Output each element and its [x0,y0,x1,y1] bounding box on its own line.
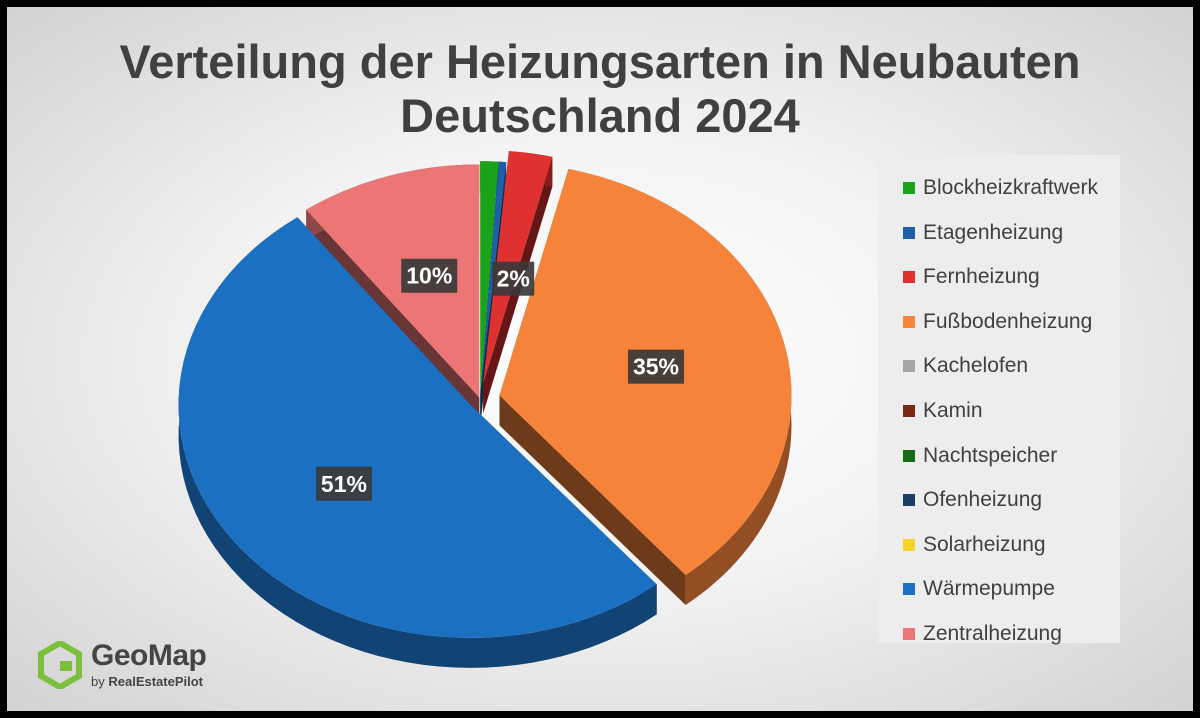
legend-swatch [903,494,915,507]
legend-swatch [903,271,915,284]
pie-chart: 2% 35% 51% 10% [178,151,792,668]
legend-item-fernheizung: Fernheizung [878,255,1040,299]
geomap-logo-text: GeoMap [91,639,207,672]
legend-label: Fußbodenheizung [923,309,1093,333]
chart-title: Verteilung der Heizungsarten in Neubaute… [7,35,1193,143]
legend-swatch [903,405,915,417]
geomap-logo-icon [38,641,82,689]
legend-label: Nachtspeicher [923,443,1058,467]
data-label-fernheizung: 2% [492,261,535,296]
legend-swatch [903,226,915,239]
svg-text:2%: 2% [497,266,530,292]
logo-company: RealEstatePilot [108,674,204,689]
chart-frame: Verteilung der Heizungsarten in Neubaute… [7,7,1193,711]
legend-label: Solarheizung [923,532,1046,556]
chart-title-line-2: Deutschland 2024 [400,89,800,142]
legend-label: Wärmepumpe [923,577,1055,601]
data-label-warmepumpe: 51% [315,466,372,501]
geomap-logo: GeoMap by RealEstatePilot [38,637,238,693]
legend-swatch [903,449,915,462]
legend-item-nachtspeicher: Nachtspeicher [878,434,1057,478]
legend-swatch [903,315,915,328]
logo-by: by [91,674,105,689]
legend-swatch [903,182,915,194]
legend-item-blockheizkraftwerk: Blockheizkraftwerk [878,166,1098,210]
chart-legend: Blockheizkraftwerk Etagenheizung Fernheizu… [878,155,1120,645]
svg-text:10%: 10% [406,263,452,289]
legend-item-warmepumpe: Wärmepumpe [878,567,1055,611]
svg-text:51%: 51% [321,471,367,497]
legend-label: Blockheizkraftwerk [923,176,1099,199]
legend-label: Fernheizung [923,265,1040,289]
legend-item-kamin: Kamin [878,389,983,433]
legend-label: Ofenheizung [923,488,1043,512]
svg-text:35%: 35% [633,354,679,380]
legend-swatch [903,360,915,373]
legend-label: Zentralheizung [923,622,1062,645]
data-label-zentralheizung: 10% [401,258,458,293]
legend-item-fussbodenheizung: Fußbodenheizung [878,300,1092,344]
legend-swatch [903,628,915,640]
pie-slice-warmepumpe [178,217,657,668]
legend-item-zentralheizung: Zentralheizung [878,612,1062,656]
legend-label: Kachelofen [923,354,1029,378]
legend-swatch [903,583,915,596]
legend-item-solarheizung: Solarheizung [878,523,1046,567]
legend-label: Etagenheizung [923,220,1064,244]
geomap-logo-subtitle: by RealEstatePilot [91,674,203,689]
legend-swatch [903,538,915,551]
legend-label: Kamin [923,399,983,422]
legend-item-kachelofen: Kachelofen [878,344,1028,388]
legend-item-etagenheizung: Etagenheizung [878,211,1063,255]
chart-title-line-1: Verteilung der Heizungsarten in Neubaute… [119,35,1081,88]
legend-item-ofenheizung: Ofenheizung [878,478,1042,522]
data-label-fussbodenheizung: 35% [627,349,684,384]
